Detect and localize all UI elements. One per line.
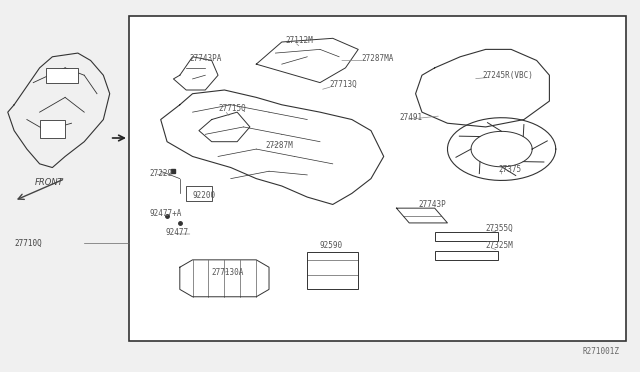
Text: 27710Q: 27710Q [14, 239, 42, 248]
Text: 27112M: 27112M [285, 36, 313, 45]
Text: 27245R(VBC): 27245R(VBC) [483, 71, 533, 80]
Text: 27287M: 27287M [266, 141, 294, 150]
Text: 27325M: 27325M [486, 241, 513, 250]
Text: 27229: 27229 [149, 169, 172, 177]
Text: 27355Q: 27355Q [486, 224, 513, 233]
Text: 27491: 27491 [399, 113, 423, 122]
Bar [307, 253, 358, 289]
Bar [40, 119, 65, 138]
Text: 27287MA: 27287MA [362, 54, 394, 63]
Text: 92200: 92200 [193, 191, 216, 200]
Text: 277130A: 277130A [212, 268, 244, 277]
Text: 27743PA: 27743PA [189, 54, 221, 63]
Text: 92477: 92477 [166, 228, 189, 237]
Text: 27375: 27375 [499, 165, 522, 174]
Text: R271001Z: R271001Z [582, 347, 620, 356]
Bar [186, 186, 212, 201]
Bar [435, 251, 499, 260]
Text: 27713Q: 27713Q [330, 80, 357, 89]
Bar [129, 16, 626, 341]
Text: 27715Q: 27715Q [218, 104, 246, 113]
Text: 27743P: 27743P [419, 200, 447, 209]
Text: FRONT: FRONT [35, 178, 63, 187]
Text: 92590: 92590 [320, 241, 343, 250]
Bar [46, 68, 78, 83]
Text: 92477+A: 92477+A [149, 209, 182, 218]
Bar [435, 232, 499, 241]
